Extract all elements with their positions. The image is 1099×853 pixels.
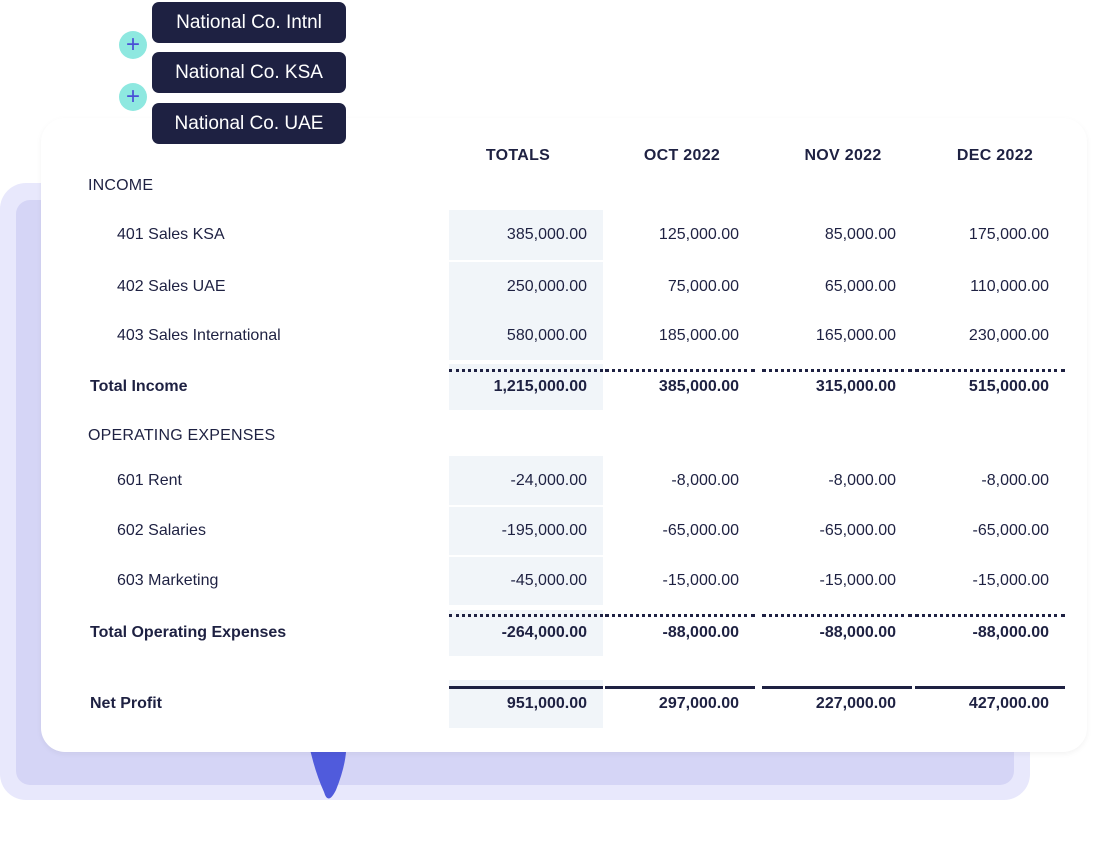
row-label: 401 Sales KSA [117,226,225,243]
row-label: 403 Sales International [117,327,281,344]
table-cell: 250,000.00 [449,262,603,312]
plus-icon[interactable]: + [119,83,147,111]
subtotal-divider [449,369,603,372]
row-label: 603 Marketing [117,572,219,589]
table-cell: 125,000.00 [658,226,739,243]
entity-badge-intnl[interactable]: National Co. Intnl [152,2,346,43]
table-cell: -65,000.00 [972,522,1049,539]
table-cell: -15,000.00 [662,572,739,589]
table-cell: -88,000.00 [972,624,1049,641]
entity-badge-uae[interactable]: National Co. UAE [152,103,346,144]
total-divider [915,686,1065,689]
subtotal-divider [605,614,755,617]
table-cell: -8,000.00 [981,471,1049,489]
table-cell: -65,000.00 [819,522,896,539]
table-cell: -45,000.00 [449,557,603,605]
total-divider [762,686,912,689]
table-cell: -8,000.00 [671,471,739,489]
table-cell: 185,000.00 [658,327,739,344]
subtotal-divider [762,369,912,372]
table-cell: 385,000.00 [449,210,603,260]
row-label: Net Profit [90,695,162,712]
table-cell: 580,000.00 [449,312,603,360]
table-cell: 75,000.00 [667,278,739,295]
table-cell: -88,000.00 [819,624,896,641]
column-header-dec: DEC 2022 [956,147,1034,164]
table-cell: -8,000.00 [828,471,896,489]
plus-icon[interactable]: + [119,31,147,59]
table-cell: 515,000.00 [968,378,1049,395]
row-label: 601 Rent [117,471,182,489]
pointer-icon [308,740,347,799]
table-cell: -65,000.00 [662,522,739,539]
table-cell: 65,000.00 [824,278,896,295]
table-cell: 85,000.00 [824,226,896,243]
column-header-oct: OCT 2022 [643,147,721,164]
section-income: INCOME [88,177,154,194]
table-cell: -88,000.00 [662,624,739,641]
subtotal-divider [915,614,1065,617]
row-label: 402 Sales UAE [117,278,226,295]
column-header-totals: TOTALS [485,147,551,164]
table-cell: -195,000.00 [449,507,603,555]
subtotal-divider [449,614,603,617]
table-cell: 230,000.00 [968,327,1049,344]
subtotal-divider [605,369,755,372]
total-divider [449,686,603,689]
row-label: Total Income [90,378,188,395]
entity-badge-ksa[interactable]: National Co. KSA [152,52,346,93]
table-cell: 227,000.00 [815,695,896,712]
row-label: 602 Salaries [117,522,206,539]
table-cell: -264,000.00 [449,610,603,656]
table-cell: 165,000.00 [815,327,896,344]
total-divider [605,686,755,689]
table-cell: -15,000.00 [819,572,896,589]
table-cell: -24,000.00 [449,456,603,505]
table-cell: -15,000.00 [972,572,1049,589]
table-cell: 385,000.00 [658,378,739,395]
column-header-nov: NOV 2022 [804,147,882,164]
table-cell: 175,000.00 [968,226,1049,243]
table-cell: 427,000.00 [968,695,1049,712]
table-cell: 297,000.00 [658,695,739,712]
table-cell: 315,000.00 [815,378,896,395]
subtotal-divider [915,369,1065,372]
subtotal-divider [762,614,912,617]
table-cell: 110,000.00 [970,278,1049,295]
section-opex: OPERATING EXPENSES [88,427,276,444]
row-label: Total Operating Expenses [90,624,287,641]
